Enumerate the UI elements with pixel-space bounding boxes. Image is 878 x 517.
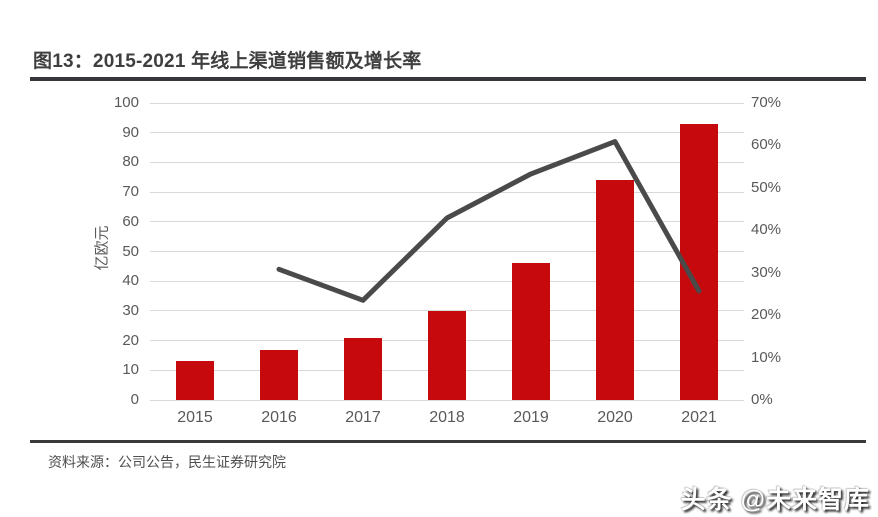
right-axis-tick-label: 0% xyxy=(751,391,773,408)
x-axis-label: 2015 xyxy=(177,409,213,426)
footer-divider xyxy=(30,440,866,443)
watermark-toutiao: 头条 @未来智库 xyxy=(680,486,870,514)
y-axis-tick-label: 40 xyxy=(122,272,139,290)
y-axis-tick-label: 60 xyxy=(122,212,139,230)
x-axis-label: 2017 xyxy=(345,409,381,426)
source-note: 资料来源：公司公告，民生证券研究院 xyxy=(48,454,286,470)
gridline xyxy=(150,280,744,282)
right-axis-tick-label: 30% xyxy=(751,263,782,281)
right-axis-tick-label: 60% xyxy=(751,136,782,154)
x-axis-label: 2019 xyxy=(513,409,549,426)
figure-title: 图13：2015-2021 年线上渠道销售额及增长率 xyxy=(33,51,422,72)
gridline xyxy=(150,102,744,104)
x-axis-label: 2018 xyxy=(429,409,465,426)
gridline xyxy=(150,132,744,134)
y-axis-tick-label: 70 xyxy=(122,183,139,201)
sales-bar xyxy=(344,337,382,400)
gridline xyxy=(150,251,744,252)
y-axis-tick-label: 100 xyxy=(113,94,139,111)
y-axis-tick-label: 10 xyxy=(122,361,139,379)
y-axis-tick-label: 30 xyxy=(122,301,139,319)
right-axis-tick-label: 20% xyxy=(751,306,782,324)
sales-bar xyxy=(260,349,298,400)
gridline xyxy=(150,399,744,401)
right-axis-tick-label: 50% xyxy=(751,178,782,196)
sales-bar xyxy=(176,361,214,400)
y-axis-tick-label: 20 xyxy=(122,331,139,349)
right-axis-tick-label: 10% xyxy=(751,348,782,366)
right-axis-tick-label: 70% xyxy=(751,94,782,111)
right-axis-tick-label: 40% xyxy=(751,221,782,239)
x-axis-label: 2021 xyxy=(681,409,717,426)
title-underline xyxy=(30,77,866,81)
x-axis-label: 2016 xyxy=(261,409,297,426)
x-axis-label: 2020 xyxy=(597,409,633,426)
gridline xyxy=(150,221,744,223)
sales-bar xyxy=(512,263,550,400)
y-axis-tick-label: 0 xyxy=(130,391,139,408)
gridline xyxy=(150,161,744,163)
sales-bar xyxy=(680,123,718,400)
gridline xyxy=(150,191,744,193)
sales-bar xyxy=(596,180,634,400)
y-axis-tick-label: 90 xyxy=(122,123,139,141)
sales-bar xyxy=(428,310,466,400)
y-axis-tick-label: 80 xyxy=(122,153,139,171)
y-axis-tick-label: 50 xyxy=(122,242,139,260)
